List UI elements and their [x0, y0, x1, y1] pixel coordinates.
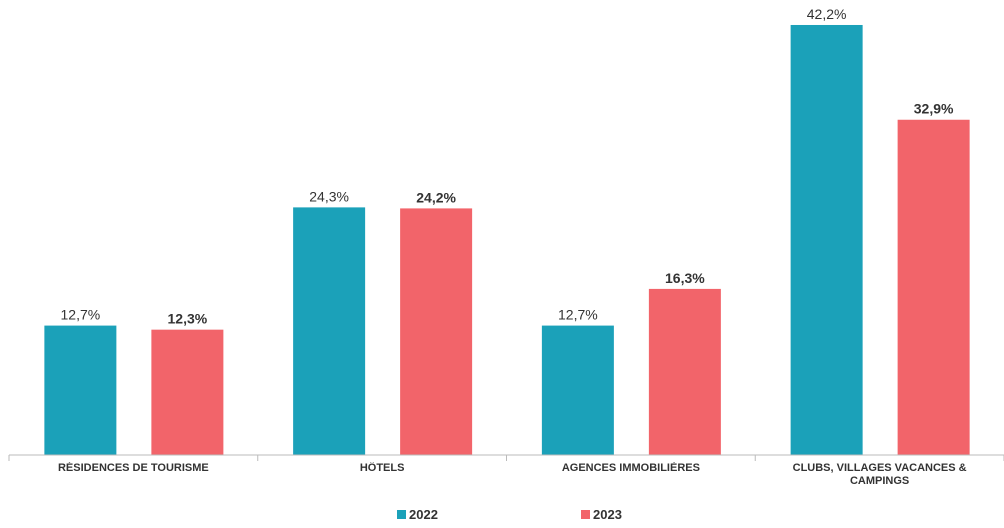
x-label-box: HÔTELS	[359, 462, 405, 474]
value-label: 32,9%	[914, 101, 954, 117]
legend-label: 2022	[409, 507, 438, 522]
bar	[400, 208, 473, 455]
value-label: 24,3%	[309, 188, 349, 204]
value-label: 16,3%	[665, 270, 705, 286]
x-label-box: AGENCES IMMOBILIÈRES	[561, 462, 700, 474]
value-label: 12,3%	[168, 311, 208, 327]
value-label: 42,2%	[807, 6, 847, 22]
x-tick-label: HÔTELS	[359, 462, 405, 474]
value-label: 12,7%	[61, 307, 101, 323]
bar	[293, 207, 366, 455]
bar	[897, 119, 970, 456]
bar	[151, 329, 224, 455]
bar	[790, 24, 863, 456]
bar	[541, 325, 614, 455]
value-label: 12,7%	[558, 307, 598, 323]
bar	[44, 325, 117, 455]
x-tick-label: RÉSIDENCES DE TOURISME	[57, 462, 209, 474]
value-label: 24,2%	[416, 189, 456, 205]
legend-swatch	[397, 510, 406, 519]
legend-label: 2023	[593, 507, 622, 522]
x-label-box: CLUBS, VILLAGES VACANCES & CAMPINGS	[792, 462, 967, 487]
x-tick-label: CLUBS, VILLAGES VACANCES & CAMPINGS	[792, 462, 967, 487]
legend-swatch	[581, 510, 590, 519]
bar	[648, 288, 721, 455]
x-label-box: RÉSIDENCES DE TOURISME	[57, 462, 209, 474]
x-tick-label: AGENCES IMMOBILIÈRES	[561, 462, 700, 474]
